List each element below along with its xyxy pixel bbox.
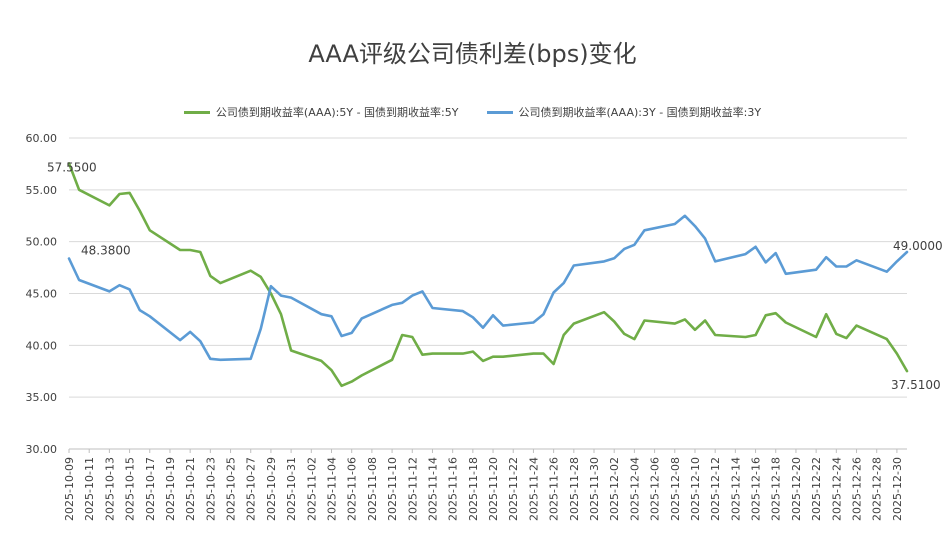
- data-label: 48.3800: [81, 243, 131, 257]
- x-tick-label: 2025-11-02: [305, 457, 318, 521]
- legend-swatch-5y: [183, 110, 210, 114]
- legend-item-3y[interactable]: 公司债到期收益率(AAA):3Y - 国债到期收益率:3Y: [486, 104, 762, 120]
- x-tick-label: 2025-12-20: [790, 457, 803, 521]
- y-tick-label: 40.00: [26, 339, 58, 352]
- x-tick-label: 2025-12-14: [729, 457, 742, 521]
- x-tick-label: 2025-12-22: [810, 457, 823, 521]
- y-tick-label: 30.00: [26, 443, 58, 456]
- x-axis: 2025-10-09 2025-10-11 2025-10-13 2025-10-15…: [63, 448, 907, 521]
- data-labels: 57.5500 48.3800 49.0000 37.5100: [47, 160, 943, 392]
- data-label: 49.0000: [893, 239, 943, 253]
- x-tick-label: 2025-12-16: [750, 457, 763, 521]
- chart-title: AAA评级公司债利差(bps)变化: [308, 40, 637, 68]
- x-tick-label: 2025-11-10: [386, 457, 399, 521]
- y-tick-label: 35.00: [26, 391, 58, 404]
- x-tick-label: 2025-11-30: [588, 457, 601, 521]
- x-tick-label: 2025-12-12: [709, 457, 722, 521]
- x-tick-label: 2025-11-16: [447, 457, 460, 521]
- x-tick-label: 2025-11-08: [366, 457, 379, 521]
- legend-item-5y[interactable]: 公司债到期收益率(AAA):5Y - 国债到期收益率:5Y: [183, 104, 459, 120]
- x-tick-label: 2025-10-19: [164, 457, 177, 521]
- y-tick-label: 60.00: [26, 132, 58, 145]
- x-tick-label: 2025-12-28: [871, 457, 884, 521]
- x-tick-label: 2025-10-27: [245, 457, 258, 521]
- y-tick-label: 45.00: [26, 288, 58, 301]
- y-tick-label: 50.00: [26, 236, 58, 249]
- x-tick-label: 2025-11-18: [467, 457, 480, 521]
- y-axis: 30.00 35.00 40.00 45.00 50.00 55.00 60.00: [26, 132, 58, 456]
- legend-label-5y: 公司债到期收益率(AAA):5Y - 国债到期收益率:5Y: [215, 106, 459, 119]
- x-tick-label: 2025-12-06: [649, 457, 662, 521]
- legend: 公司债到期收益率(AAA):5Y - 国债到期收益率:5Y 公司债到期收益率(A…: [0, 104, 945, 120]
- x-tick-label: 2025-10-31: [285, 457, 298, 521]
- legend-label-3y: 公司债到期收益率(AAA):3Y - 国债到期收益率:3Y: [518, 106, 762, 119]
- x-tick-label: 2025-11-14: [426, 457, 439, 521]
- y-tick-label: 55.00: [26, 184, 58, 197]
- x-tick-label: 2025-11-28: [568, 457, 581, 521]
- x-tick-label: 2025-12-02: [608, 457, 621, 521]
- x-tick-label: 2025-12-18: [770, 457, 783, 521]
- legend-swatch-3y: [486, 110, 513, 114]
- x-tick-label: 2025-11-26: [548, 457, 561, 521]
- x-tick-label: 2025-10-25: [225, 457, 238, 521]
- x-tick-label: 2025-12-10: [689, 457, 702, 521]
- x-tick-label: 2025-12-30: [891, 457, 904, 521]
- x-tick-label: 2025-11-04: [326, 457, 339, 521]
- x-tick-label: 2025-10-09: [63, 457, 76, 521]
- series-line-5y: [67, 162, 909, 388]
- x-tick-label: 2025-12-24: [830, 457, 843, 521]
- series-line-3y: [67, 214, 909, 362]
- x-tick-label: 2025-10-15: [124, 457, 137, 521]
- x-tick-label: 2025-12-26: [851, 457, 864, 521]
- series-lines: [67, 162, 909, 388]
- x-tick-label: 2025-10-29: [265, 457, 278, 521]
- x-tick-label: 2025-12-04: [628, 457, 641, 521]
- data-label: 57.5500: [47, 160, 97, 174]
- x-tick-label: 2025-11-06: [346, 457, 359, 521]
- x-tick-label: 2025-11-22: [507, 457, 520, 521]
- x-tick-label: 2025-12-08: [669, 457, 682, 521]
- x-tick-label: 2025-11-12: [406, 457, 419, 521]
- x-tick-label: 2025-10-11: [83, 457, 96, 521]
- gridlines: [69, 137, 907, 450]
- x-tick-label: 2025-11-20: [487, 457, 500, 521]
- x-tick-label: 2025-10-13: [103, 457, 116, 521]
- x-tick-label: 2025-10-17: [144, 457, 157, 521]
- x-tick-label: 2025-11-24: [527, 457, 540, 521]
- x-tick-label: 2025-10-21: [184, 457, 197, 521]
- data-label: 37.5100: [891, 378, 941, 392]
- x-tick-label: 2025-10-23: [204, 457, 217, 521]
